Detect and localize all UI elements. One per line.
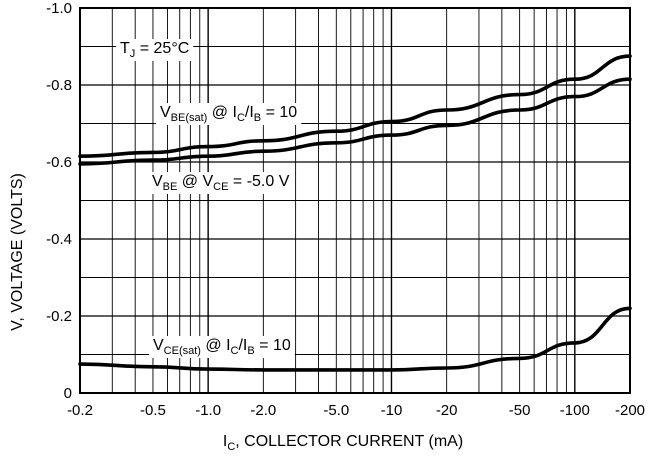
x-axis-label-sub: C [227,441,235,453]
x-tick-label: -0.2 [67,402,93,419]
y-tick-label: -0.8 [46,77,72,94]
x-tick-label: -2.0 [250,402,276,419]
x-tick-label: -100 [560,402,590,419]
x-tick-label: -20 [436,402,458,419]
x-tick-label: -5.0 [323,402,349,419]
svg-text:VBE @ VCE = -5.0 V: VBE @ VCE = -5.0 V [152,173,290,193]
y-tick-label: -1.0 [46,0,72,17]
x-axis-label: IC, COLLECTOR CURRENT (mA) [223,433,463,453]
annotation-vbe-sat: VBE(sat) @ IC/IB = 10 [156,103,302,125]
plot-frame [79,7,631,394]
y-tick-label: 0 [64,385,72,402]
x-tick-label: -0.5 [140,402,166,419]
annotation-vbe: VBE @ VCE = -5.0 V [148,172,294,194]
svg-text:VBE(sat) @ IC/IB = 10: VBE(sat) @ IC/IB = 10 [160,104,297,124]
x-tick-label: -10 [381,402,403,419]
series-layer [78,54,632,372]
svg-text:TJ = 25°C: TJ = 25°C [120,40,189,60]
annotation-vce-sat: VCE(sat) @ IC/IB = 10 [149,336,295,358]
x-tick-label: -200 [615,402,645,419]
x-axis-label-rest: , COLLECTOR CURRENT (mA) [235,433,463,450]
y-tick-label: -0.6 [46,154,72,171]
vbe-sat-curve [78,54,632,158]
y-tick-labels: -1.0 -0.8 -0.6 -0.4 -0.2 0 [46,0,72,402]
y-tick-label: -0.2 [46,308,72,325]
major-gridlines [80,46,630,355]
x-tick-labels: -0.2 -0.5 -1.0 -2.0 -5.0 -10 -20 -50 -100 -200 [67,402,645,419]
x-axis-label-main: I [223,433,227,450]
y-tick-label: -0.4 [46,231,72,248]
annotation-layer: TJ = 25°C VBE(sat) @ IC/IB = 10 VBE @ VCE … [116,39,302,358]
y-axis-label: V, VOLTAGE (VOLTS) [9,173,26,331]
vce-sat-curve [78,306,632,372]
annotation-tj: TJ = 25°C [116,39,194,61]
svg-text:VCE(sat) @ IC/IB = 10: VCE(sat) @ IC/IB = 10 [153,337,291,357]
vbe-curve [78,77,632,166]
x-tick-label: -50 [509,402,531,419]
x-tick-label: -1.0 [195,402,221,419]
